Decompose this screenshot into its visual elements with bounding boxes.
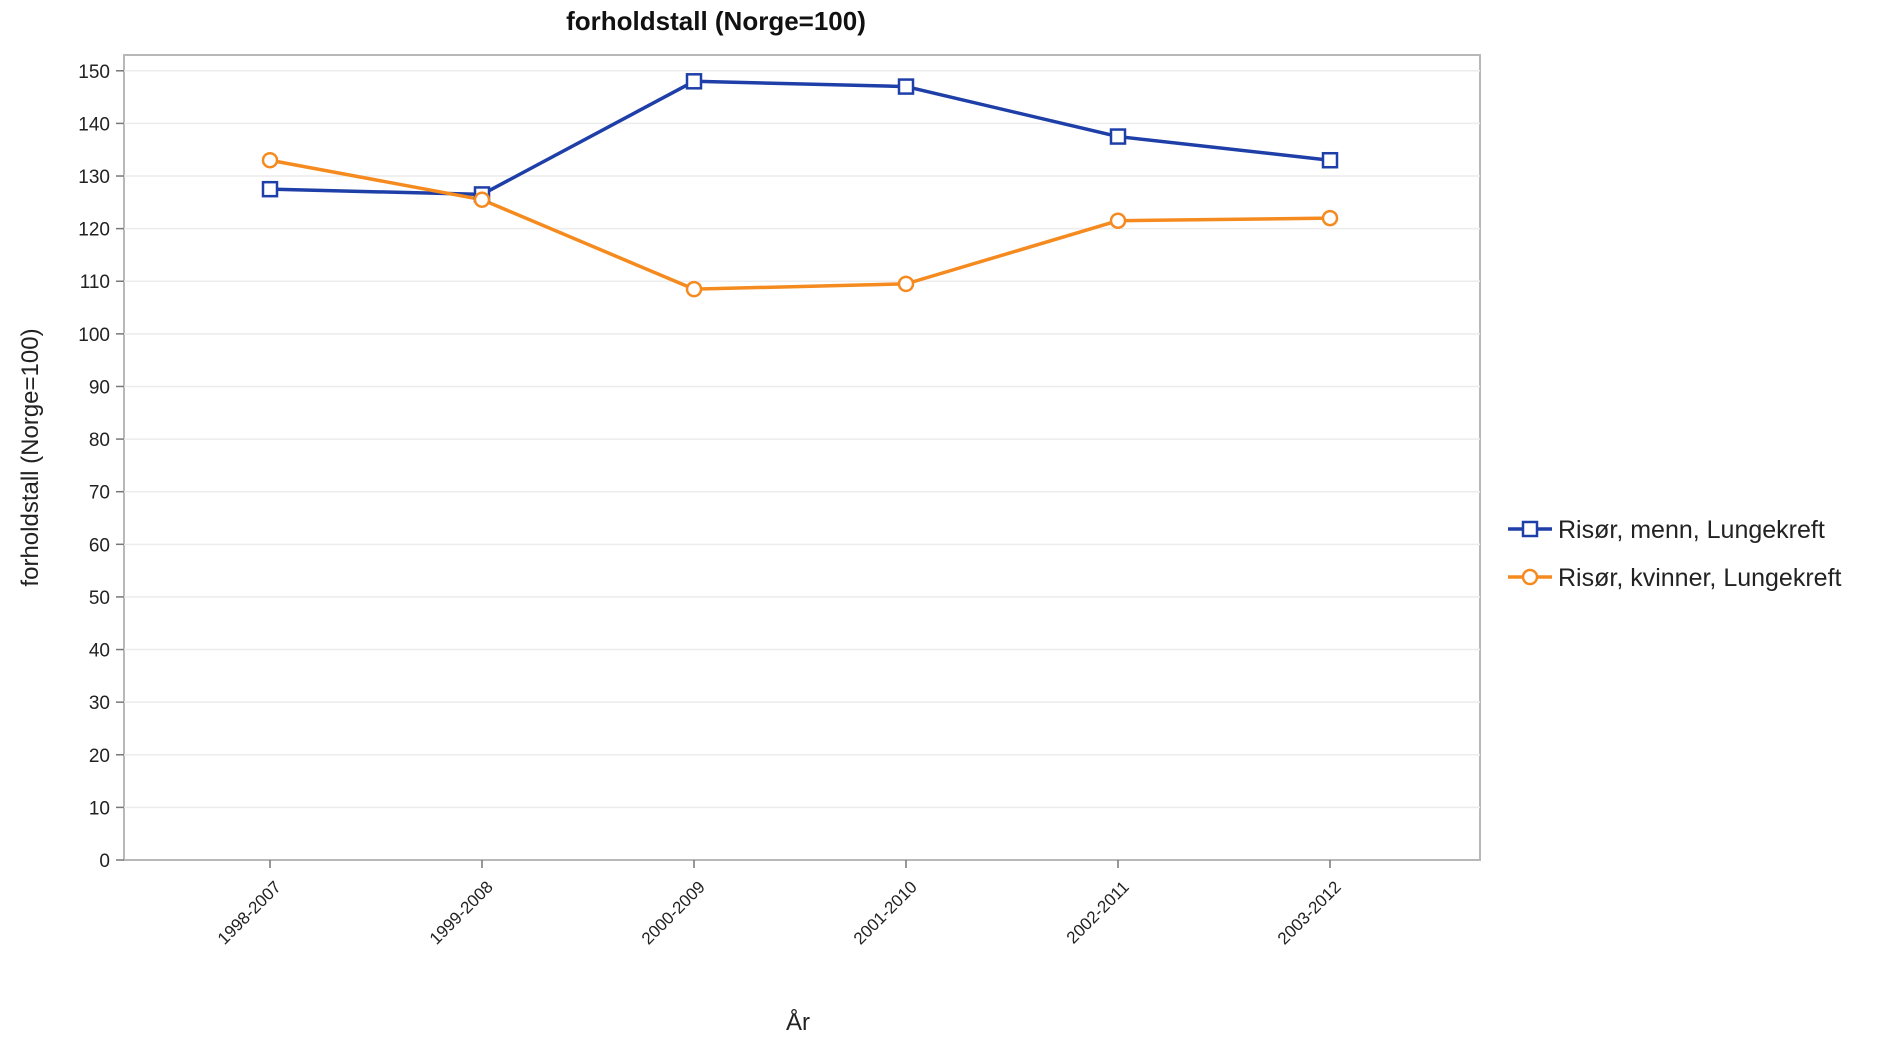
y-tick-label: 60	[89, 535, 110, 556]
data-point	[897, 78, 915, 95]
chart-title: forholdstall (Norge=100)	[566, 6, 866, 36]
legend-marker	[1521, 520, 1539, 538]
y-tick-label: 120	[78, 220, 110, 241]
y-tick-label: 40	[89, 641, 110, 662]
series-lines	[261, 73, 1339, 298]
data-point	[261, 151, 279, 169]
series-line	[269, 158, 1331, 291]
data-point	[1321, 151, 1339, 169]
data-point	[685, 73, 703, 90]
y-tick-label: 90	[89, 377, 110, 398]
y-tick-label: 110	[80, 272, 110, 293]
y-tick-label: 80	[89, 430, 110, 451]
x-tick-label: 2003-2012	[1274, 877, 1345, 948]
y-tick-label: 70	[89, 483, 110, 504]
x-tick-label: 2001-2010	[850, 877, 921, 948]
y-tick-label: 100	[78, 325, 110, 346]
y-tick-label: 0	[99, 851, 110, 872]
data-point	[685, 280, 703, 298]
data-point	[473, 191, 491, 208]
x-tick-label: 1998-2007	[214, 877, 285, 948]
y-tick-label: 50	[89, 588, 110, 609]
data-point	[261, 180, 279, 198]
y-tick-label: 20	[89, 746, 110, 767]
legend-marker	[1521, 568, 1539, 586]
legend-label: Risør, kvinner, Lungekreft	[1558, 564, 1842, 592]
data-point	[897, 275, 915, 293]
y-tick-label: 130	[78, 167, 110, 188]
data-point	[1321, 209, 1339, 227]
legend-label: Risør, menn, Lungekreft	[1558, 516, 1825, 544]
data-point	[1109, 128, 1127, 145]
x-tick-label: 2000-2009	[638, 877, 709, 948]
legend: Risør, menn, Lungekreft Risør, kvinner, L…	[1508, 516, 1842, 592]
data-point	[1109, 212, 1127, 229]
y-axis-ticks: 0 10 20 30 40 50 60 70 80 90 100 110 120 130 140 150	[78, 62, 124, 872]
x-tick-label: 1999-2008	[426, 877, 497, 948]
y-axis-label: forholdstall (Norge=100)	[17, 328, 44, 586]
x-axis-ticks: 1998-2007 1999-2008 2000-2009 2001-2010 2002…	[214, 860, 1345, 948]
x-tick-label: 2002-2011	[1063, 877, 1133, 947]
plot-area	[123, 54, 1481, 861]
y-tick-label: 140	[78, 114, 110, 135]
x-axis-label: År	[786, 1008, 810, 1036]
y-tick-label: 150	[78, 62, 110, 83]
y-tick-label: 30	[89, 693, 110, 714]
y-tick-label: 10	[89, 798, 110, 819]
